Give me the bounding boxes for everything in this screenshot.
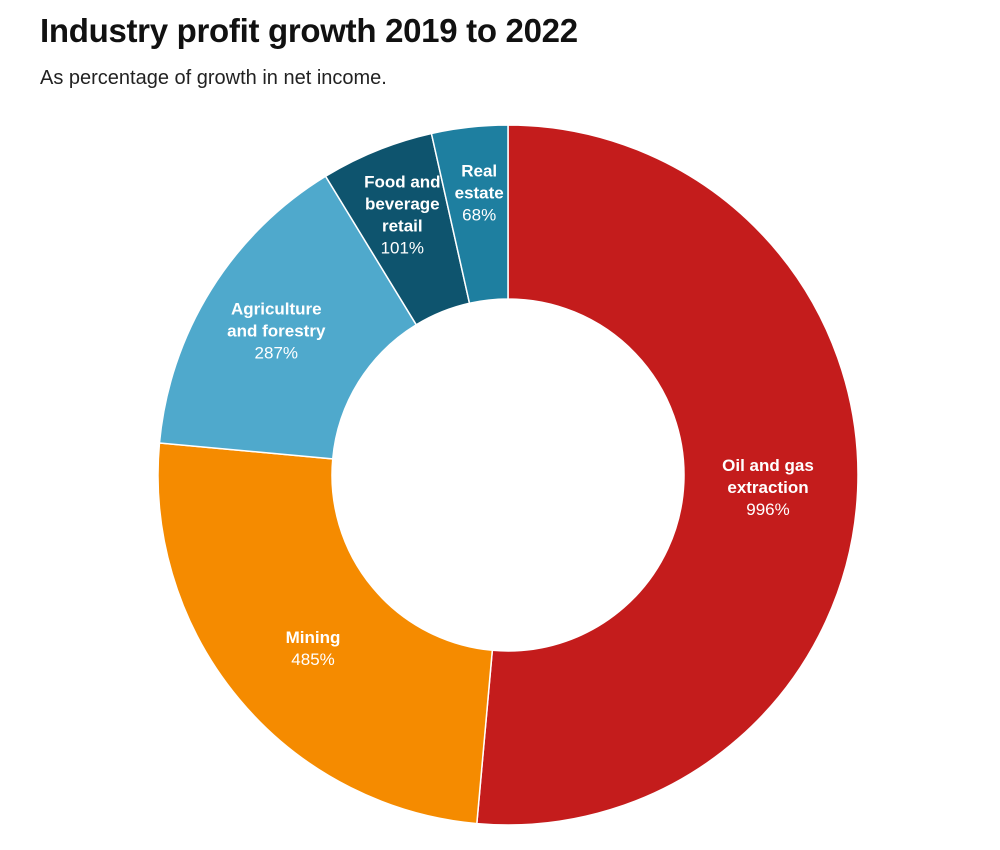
- slice-name-label: estate: [455, 184, 504, 203]
- slice-label: Food and beverage retail 101%: [364, 173, 440, 258]
- donut-slice-real-estate: [430, 124, 509, 305]
- slice-name-label: beverage: [365, 195, 440, 214]
- slice-name-label: Mining: [286, 628, 341, 647]
- slice-value-label: 485%: [291, 650, 334, 669]
- slice-name-label: Real: [461, 162, 497, 181]
- slice-value-label: 996%: [746, 500, 789, 519]
- donut-slice-oil-and-gas-extraction: [476, 124, 859, 826]
- slice-name-label: extraction: [727, 478, 808, 497]
- slice-name-label: retail: [382, 217, 423, 236]
- donut-slice-mining: [157, 442, 494, 825]
- slice-label: Oil and gas extraction 996%: [722, 456, 814, 519]
- slice-value-label: 68%: [462, 206, 496, 225]
- slice-label: Mining 485%: [286, 628, 341, 669]
- slice-label: Real estate 68%: [455, 162, 504, 225]
- slice-label: Agriculture and forestry 287%: [227, 300, 326, 363]
- slice-name-label: Food and: [364, 173, 440, 192]
- slice-value-label: 101%: [381, 239, 424, 258]
- slice-name-label: Oil and gas: [722, 456, 814, 475]
- slice-name-label: Agriculture: [231, 300, 322, 319]
- donut-slice-agriculture-and-forestry: [158, 175, 418, 460]
- slice-value-label: 287%: [255, 344, 298, 363]
- chart-subtitle: As percentage of growth in net income.: [40, 67, 387, 89]
- chart-title: Industry profit growth 2019 to 2022: [40, 12, 578, 49]
- slice-name-label: and forestry: [227, 322, 326, 341]
